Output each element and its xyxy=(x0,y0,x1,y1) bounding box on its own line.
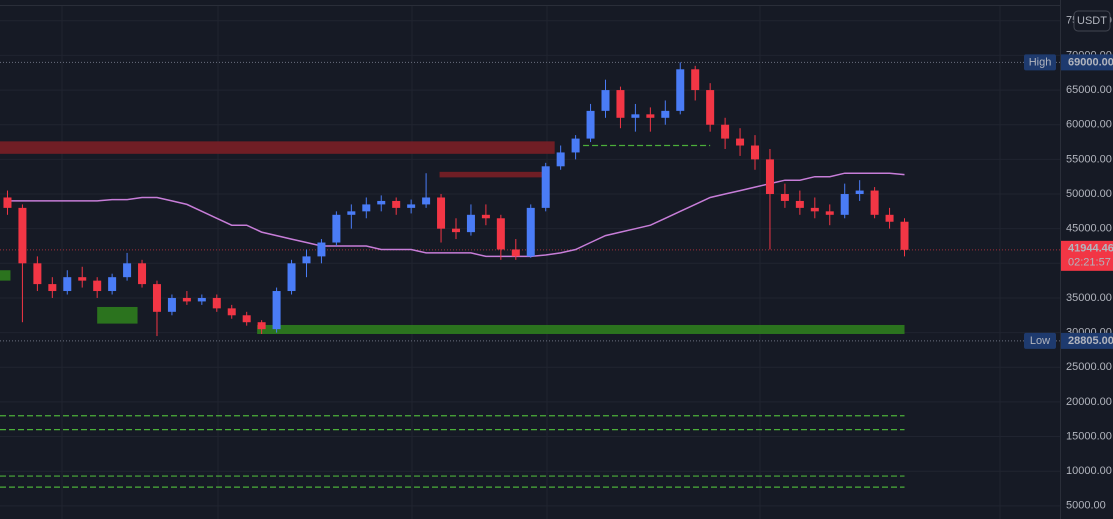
candle-body xyxy=(706,90,715,125)
vertical-grid xyxy=(61,6,1001,519)
zone xyxy=(97,306,138,324)
candle-body xyxy=(33,263,42,285)
candle-body xyxy=(676,69,685,111)
candle-body xyxy=(108,277,117,292)
candle-body xyxy=(167,297,176,312)
y-tick-label: 45000.00 xyxy=(1066,223,1112,235)
candle-body xyxy=(377,200,386,205)
currency: USDT xyxy=(1077,15,1107,27)
zone xyxy=(257,324,905,334)
candle-body xyxy=(212,297,221,309)
currency-box xyxy=(1073,10,1111,32)
candle-body xyxy=(780,194,789,201)
candle-body xyxy=(661,110,670,118)
candle-body xyxy=(751,145,760,160)
candle-body xyxy=(332,214,341,243)
countdown: 02:21:57 xyxy=(1068,257,1111,269)
y-tick-label: 15000.00 xyxy=(1066,430,1112,442)
tag-label: Low xyxy=(1030,335,1050,347)
zone xyxy=(0,141,555,154)
candle-body xyxy=(317,242,326,257)
candle-body xyxy=(556,152,565,167)
y-tick-label: 65000.00 xyxy=(1066,84,1112,96)
candle-body xyxy=(437,197,446,229)
candle-body xyxy=(152,284,161,312)
tag-value: 69000.00 xyxy=(1068,56,1113,68)
tag-value: 28805.00 xyxy=(1068,335,1113,347)
y-tick-label: 60000.00 xyxy=(1066,119,1112,131)
candle-body xyxy=(362,204,371,212)
y-tick-label: 55000.00 xyxy=(1066,153,1112,165)
candle-body xyxy=(840,194,849,215)
candle-body xyxy=(526,207,535,257)
candle-body xyxy=(900,221,909,250)
zone xyxy=(439,171,545,178)
last-price: 41944.46 xyxy=(1068,243,1113,255)
candle-body xyxy=(392,200,401,208)
candle-body xyxy=(407,204,416,208)
candle-body xyxy=(78,277,87,281)
candle-body xyxy=(541,166,550,208)
candle-body xyxy=(3,197,12,208)
candle-body xyxy=(601,90,610,111)
trend-line xyxy=(7,172,905,258)
y-tick-label: 5000.00 xyxy=(1066,500,1106,512)
candle-body xyxy=(481,214,490,219)
candle-body xyxy=(795,200,804,208)
candle-body xyxy=(272,291,281,330)
tag-value-box xyxy=(1061,332,1113,349)
candle-body xyxy=(422,197,431,205)
candle-body xyxy=(765,159,774,195)
candle-body xyxy=(182,297,191,302)
candle-body xyxy=(63,277,72,292)
candle-body xyxy=(646,114,655,118)
candle-body xyxy=(451,228,460,233)
tag-box xyxy=(1024,54,1056,71)
candle-body xyxy=(586,110,595,139)
candle-body xyxy=(287,263,296,292)
candle-body xyxy=(511,249,520,257)
y-tick-label: 50000.00 xyxy=(1066,188,1112,200)
candle-body xyxy=(721,124,730,139)
candle-body xyxy=(810,207,819,212)
tag-value-box xyxy=(1061,54,1113,71)
candle-body xyxy=(347,211,356,215)
candle-body xyxy=(691,69,700,91)
candle-body xyxy=(242,315,251,323)
candle-body xyxy=(825,211,834,215)
candle-body xyxy=(227,308,236,316)
candle-body xyxy=(197,297,206,302)
candle-body xyxy=(870,190,879,215)
y-tick-label: 35000.00 xyxy=(1066,292,1112,304)
candle-body xyxy=(18,207,27,264)
candle-body xyxy=(302,256,311,264)
candle-body xyxy=(466,214,475,233)
y-tick-label: 20000.00 xyxy=(1066,396,1112,408)
candle-body xyxy=(48,284,57,292)
last-price-box xyxy=(1061,240,1113,271)
candle-body xyxy=(257,322,266,330)
tag-box xyxy=(1024,332,1056,349)
candle-body xyxy=(571,138,580,153)
candle-body xyxy=(616,90,625,118)
candle-body xyxy=(885,214,894,222)
candle-body xyxy=(93,280,102,292)
y-tick-label: 10000.00 xyxy=(1066,465,1112,477)
candle-body xyxy=(138,263,147,285)
y-tick-label: 25000.00 xyxy=(1066,361,1112,373)
candle-body xyxy=(855,190,864,195)
candle-body xyxy=(123,263,132,278)
zone xyxy=(0,270,11,281)
candle-body xyxy=(631,114,640,118)
candle-body xyxy=(736,138,745,146)
tag-label: High xyxy=(1029,56,1052,68)
candle-body xyxy=(496,218,505,250)
